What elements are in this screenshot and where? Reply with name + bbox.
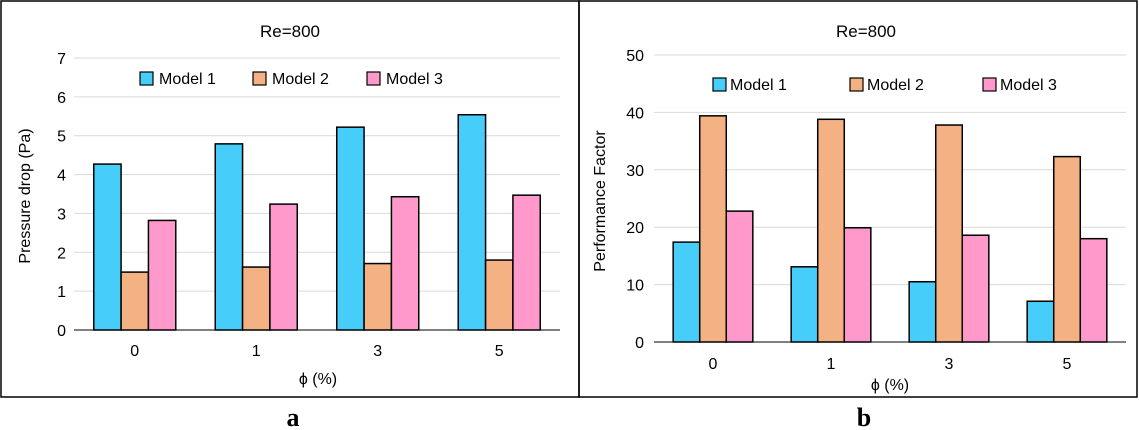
panel-b-x-axis-title: ϕ (%): [871, 377, 909, 394]
panel-a-ytick-label-5: 5: [57, 129, 66, 146]
panel-a-bar-model-1-cat-3: [335, 126, 365, 331]
panel-b-legend-label-3: Model 3: [1000, 77, 1057, 94]
panel-b-bar-model-3-cat-1: [843, 227, 872, 343]
panel-b-legend-label-2: Model 2: [867, 77, 924, 94]
panel-b-y-axis-title: Performance Factor: [592, 130, 609, 272]
panel-b-ytick-label-3: 30: [626, 163, 644, 180]
panel-a-bar-model-3-cat-3: [390, 195, 420, 331]
panel-a-bar-model-2-cat-3: [363, 262, 393, 331]
panel-b-bar-model-2-cat-1: [816, 118, 846, 343]
panel-a-xtick-label-1: 1: [252, 343, 261, 360]
panel-b-legend-swatch-1: [712, 77, 727, 92]
panel-b-legend-swatch-2: [849, 77, 864, 92]
panel-a-x-axis-title: ϕ (%): [299, 371, 337, 388]
panel-a-ytick-label-3: 3: [57, 206, 66, 223]
panel-b-chart: 0 10 20 30 40 50 0 1 3 5 Re=800 Model 1 Model 2 Model…: [592, 22, 1126, 430]
panel-b-xtick-label-2: 3: [945, 356, 954, 373]
panel-a-ytick-label-0: 0: [57, 323, 66, 340]
panel-b-xtick-label-0: 0: [709, 356, 718, 373]
panel-a-xtick-label-2: 3: [373, 343, 382, 360]
panel-a-legend-label-3: Model 3: [386, 71, 443, 88]
panel-a-caption-label: a: [287, 403, 300, 430]
panel-a-legend-swatch-3: [366, 71, 381, 86]
panel-b-bar-model-1-cat-0: [672, 241, 701, 343]
panel-a-bar-model-1-cat-5: [457, 113, 487, 331]
panel-a-border: [0, 0, 580, 398]
panel-b-legend-label-1: Model 1: [730, 77, 787, 94]
panel-a-xtick-label-0: 0: [130, 343, 139, 360]
panel-a-chart: 0 1 2 3 4 5 6 7 0 1 3 5 Re=800 Model 1 Model 2 Model 3 ϕ…: [17, 22, 560, 430]
panel-a-bar-model-1-cat-1: [214, 143, 244, 331]
panel-b-bar-model-1-cat-1: [790, 266, 819, 343]
panel-b-caption-label: b: [857, 403, 871, 430]
panel-a-ytick-label-4: 4: [57, 168, 66, 185]
panel-a-bar-model-1-cat-0: [92, 163, 122, 331]
panel-b-xtick-label-3: 5: [1063, 356, 1072, 373]
panel-b-bar-model-2-cat-0: [698, 115, 728, 343]
panel-a-legend-swatch-1: [139, 71, 154, 86]
panel-b-bar-model-2-cat-3: [934, 124, 964, 343]
panel-a-ytick-label-1: 1: [57, 284, 66, 301]
panel-a-y-axis-title: Pressure drop (Pa): [17, 128, 34, 263]
panel-a-bar-model-3-cat-5: [512, 194, 542, 331]
panel-b-bar-model-1-cat-3: [908, 280, 937, 343]
panel-b-ytick-label-2: 20: [626, 220, 644, 237]
panel-a-bar-model-2-cat-5: [484, 259, 514, 331]
panel-a-legend-label-2: Model 2: [272, 71, 329, 88]
panel-b-title: Re=800: [836, 22, 896, 41]
panel-a-bar-model-3-cat-1: [269, 203, 299, 331]
panel-a-bar-model-2-cat-1: [241, 266, 271, 331]
panel-b-bar-model-3-cat-3: [961, 234, 990, 343]
panel-b-bar-model-3-cat-0: [725, 210, 754, 343]
panel-a-legend-label-1: Model 1: [159, 71, 216, 88]
panel-b-ytick-label-5: 50: [626, 48, 644, 65]
panel-b-bar-model-2-cat-5: [1052, 155, 1082, 343]
panel-b-ytick-label-4: 40: [626, 105, 644, 122]
panel-a-bar-model-2-cat-0: [120, 271, 150, 331]
panel-a-bar-model-3-cat-0: [147, 219, 177, 331]
panel-a-xtick-label-3: 5: [495, 343, 504, 360]
panel-b-legend-swatch-3: [982, 77, 997, 92]
panel-b-xtick-label-1: 1: [827, 356, 836, 373]
panel-a-ytick-label-6: 6: [57, 90, 66, 107]
panel-a-legend-swatch-2: [252, 71, 267, 86]
panel-b-bar-model-3-cat-5: [1079, 237, 1108, 343]
panel-b-ytick-label-0: 0: [635, 335, 644, 352]
panel-b-border: [578, 0, 1138, 398]
panel-a-ytick-label-7: 7: [57, 51, 66, 68]
panel-a-ytick-label-2: 2: [57, 245, 66, 262]
panel-a-title: Re=800: [260, 22, 320, 41]
panel-b-ytick-label-1: 10: [626, 278, 644, 295]
panel-b-bar-model-1-cat-5: [1026, 300, 1055, 343]
